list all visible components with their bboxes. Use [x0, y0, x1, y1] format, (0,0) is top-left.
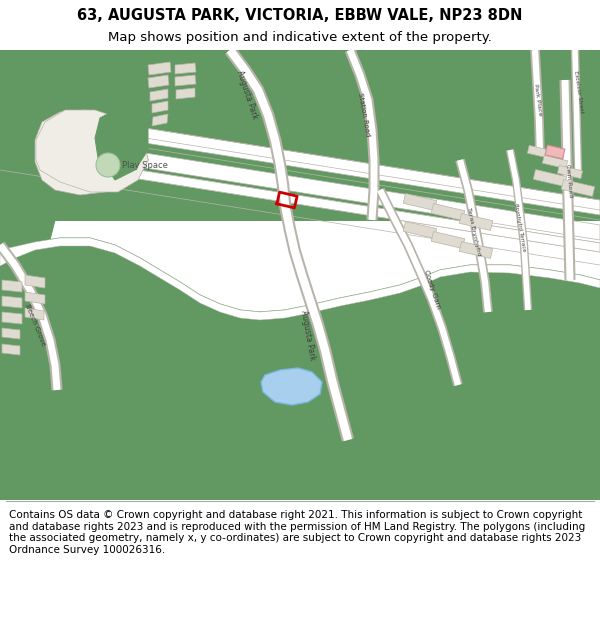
- Polygon shape: [403, 194, 437, 211]
- Polygon shape: [533, 169, 567, 186]
- Polygon shape: [25, 60, 190, 205]
- Polygon shape: [0, 50, 130, 190]
- Polygon shape: [152, 114, 168, 126]
- Polygon shape: [545, 145, 565, 159]
- Text: Cwm Road: Cwm Road: [565, 163, 573, 197]
- Text: Map shows position and indicative extent of the property.: Map shows position and indicative extent…: [108, 31, 492, 44]
- Text: Beech Grove: Beech Grove: [24, 303, 46, 347]
- Polygon shape: [148, 62, 171, 75]
- Polygon shape: [148, 75, 169, 88]
- Polygon shape: [403, 221, 437, 239]
- Polygon shape: [431, 231, 465, 249]
- Polygon shape: [0, 238, 600, 500]
- Polygon shape: [175, 63, 196, 74]
- Polygon shape: [430, 50, 595, 112]
- Polygon shape: [152, 101, 168, 113]
- Text: Station Road: Station Road: [357, 92, 371, 138]
- Polygon shape: [2, 328, 20, 339]
- Polygon shape: [0, 130, 600, 240]
- Polygon shape: [557, 166, 583, 179]
- Text: Park Place: Park Place: [533, 84, 543, 116]
- Circle shape: [96, 153, 120, 177]
- Polygon shape: [100, 50, 600, 110]
- Polygon shape: [36, 110, 148, 192]
- Polygon shape: [25, 275, 45, 288]
- Polygon shape: [0, 238, 600, 320]
- Text: Play Space: Play Space: [122, 161, 168, 169]
- Polygon shape: [527, 146, 553, 159]
- Text: Brynhyfrd Terrace: Brynhyfrd Terrace: [514, 204, 527, 252]
- Polygon shape: [150, 89, 168, 101]
- Polygon shape: [35, 110, 148, 195]
- Polygon shape: [261, 368, 322, 405]
- Polygon shape: [561, 179, 595, 196]
- Polygon shape: [25, 308, 44, 320]
- Polygon shape: [2, 344, 20, 355]
- Polygon shape: [2, 296, 22, 308]
- Polygon shape: [2, 312, 22, 324]
- Polygon shape: [459, 214, 493, 231]
- Polygon shape: [176, 88, 195, 99]
- Polygon shape: [0, 105, 600, 215]
- Text: Contains OS data © Crown copyright and database right 2021. This information is : Contains OS data © Crown copyright and d…: [9, 510, 585, 555]
- Polygon shape: [95, 110, 148, 180]
- Polygon shape: [340, 50, 515, 120]
- Polygon shape: [250, 50, 435, 122]
- Polygon shape: [542, 156, 568, 169]
- Polygon shape: [459, 241, 493, 259]
- Polygon shape: [0, 50, 170, 110]
- Polygon shape: [431, 204, 465, 221]
- Polygon shape: [35, 110, 148, 195]
- Polygon shape: [0, 50, 600, 220]
- Polygon shape: [0, 110, 600, 220]
- Text: Teras Brynhyfrd: Teras Brynhyfrd: [466, 208, 482, 257]
- Polygon shape: [0, 50, 60, 445]
- Text: Coedy Garn: Coedy Garn: [423, 269, 441, 311]
- Text: Augusta Park: Augusta Park: [299, 309, 317, 361]
- Polygon shape: [0, 148, 600, 252]
- Text: Excelsior Street: Excelsior Street: [572, 71, 583, 114]
- Text: Augusta Park: Augusta Park: [235, 69, 259, 121]
- Text: 63, AUGUSTA PARK, VICTORIA, EBBW VALE, NP23 8DN: 63, AUGUSTA PARK, VICTORIA, EBBW VALE, N…: [77, 8, 523, 22]
- Polygon shape: [175, 75, 196, 86]
- Polygon shape: [2, 280, 22, 292]
- Polygon shape: [150, 50, 340, 125]
- Polygon shape: [25, 292, 45, 304]
